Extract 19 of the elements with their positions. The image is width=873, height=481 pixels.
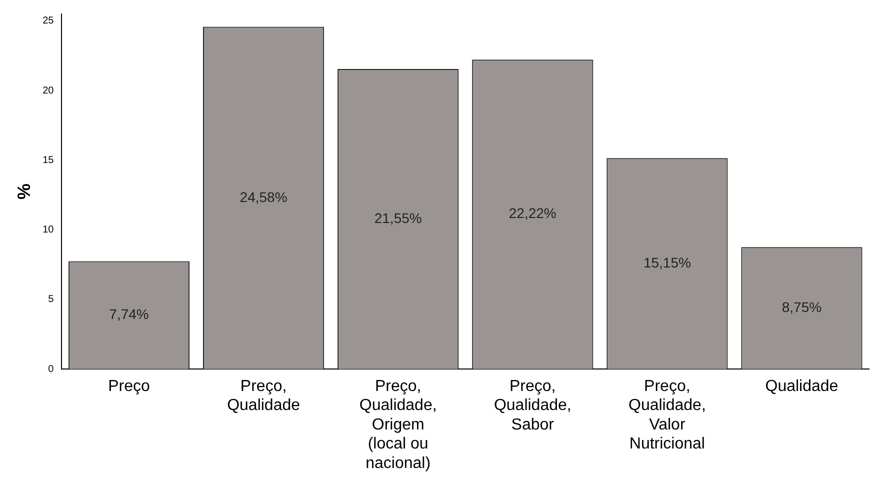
y-tick-label: 0 (48, 364, 54, 375)
data-label: 7,74% (109, 306, 149, 322)
x-tick-label: Preço, Qualidade, Valor Nutricional (628, 378, 706, 453)
x-tick-label: Preço, Qualidade, Sabor (494, 378, 572, 434)
data-label: 15,15% (643, 254, 691, 270)
y-tick-label: 15 (42, 154, 54, 166)
y-tick-label: 10 (42, 224, 54, 236)
x-tick-label: Preço, Qualidade, Origem (local ou nacional) (359, 378, 437, 472)
x-tick-label: Qualidade (765, 378, 838, 396)
data-label: 21,55% (374, 210, 422, 226)
data-label: 8,75% (782, 298, 822, 315)
y-tick-label: 5 (48, 294, 54, 306)
x-tick-label: Preço (108, 378, 150, 396)
y-tick-label: 25 (42, 16, 54, 27)
x-tick-label: Preço, Qualidade (227, 378, 300, 414)
y-axis-title: % (14, 183, 34, 200)
data-label: 24,58% (240, 188, 288, 205)
y-tick-label: 20 (42, 85, 54, 96)
data-label: 22,22% (508, 205, 556, 222)
